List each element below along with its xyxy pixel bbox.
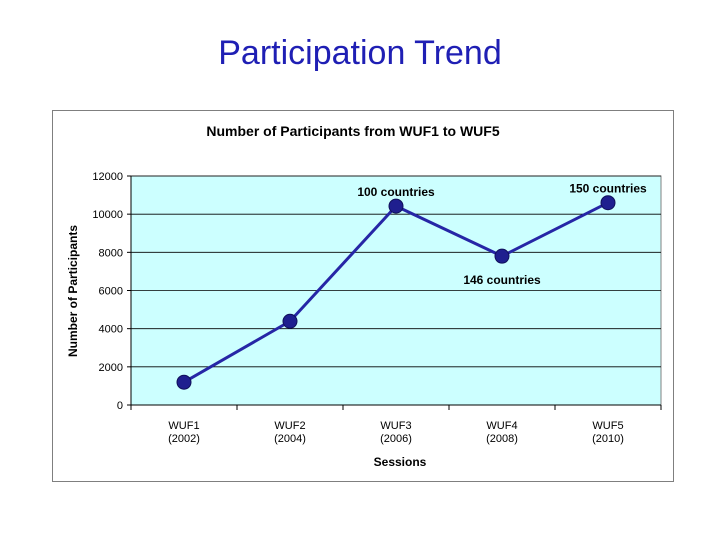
x-tick-label: WUF5 (2010) [592, 420, 624, 445]
data-point [282, 313, 298, 329]
data-point [600, 195, 616, 211]
x-tick-label: WUF3 (2006) [380, 420, 412, 445]
x-tick-label-line: (2002) [168, 433, 200, 445]
gridlines [131, 175, 661, 368]
annotation-label: 100 countries [357, 185, 435, 199]
x-tick-label-line: WUF1 [168, 420, 199, 432]
data-point [494, 248, 510, 264]
x-tick-label: WUF2 (2004) [274, 420, 306, 445]
x-tick-label-line: (2010) [592, 433, 624, 445]
line-chart: Number of Participants from WUF1 to WUF5… [66, 123, 662, 469]
y-tick-label: 0 [117, 400, 123, 412]
y-tick-label: 8000 [99, 247, 123, 259]
y-tick-label: 2000 [99, 362, 123, 374]
y-axis-label: Number of Participants [66, 225, 80, 357]
data-point [388, 198, 404, 214]
series-layer [176, 195, 616, 390]
y-tick-label: 6000 [99, 286, 123, 298]
x-tick-label: WUF4 (2008) [486, 420, 518, 445]
y-tick-label: 10000 [92, 209, 123, 221]
x-tick-label-line: (2006) [380, 433, 412, 445]
x-tick-label-line: (2008) [486, 433, 518, 445]
y-tick-label: 12000 [92, 171, 123, 183]
x-tick-label-line: WUF2 [274, 420, 305, 432]
x-axis-label: Sessions [374, 455, 427, 469]
chart-title: Number of Participants from WUF1 to WUF5 [206, 123, 499, 139]
x-tick-label-line: WUF5 [592, 420, 623, 432]
annotation-label: 150 countries [569, 182, 647, 196]
y-tick-label: 4000 [99, 324, 123, 336]
x-tick-label-line: (2004) [274, 433, 306, 445]
x-tick-label-line: WUF3 [380, 420, 411, 432]
x-tick-label-line: WUF4 [486, 420, 517, 432]
data-point [176, 374, 192, 390]
slide-title: Participation Trend [218, 34, 502, 72]
chart-frame: Number of Participants from WUF1 to WUF5… [52, 110, 674, 482]
annotation-layer: 100 countries 146 countries 150 countries [357, 182, 647, 287]
x-tick-label: WUF1 (2002) [168, 420, 200, 445]
annotation-label: 146 countries [463, 273, 541, 287]
